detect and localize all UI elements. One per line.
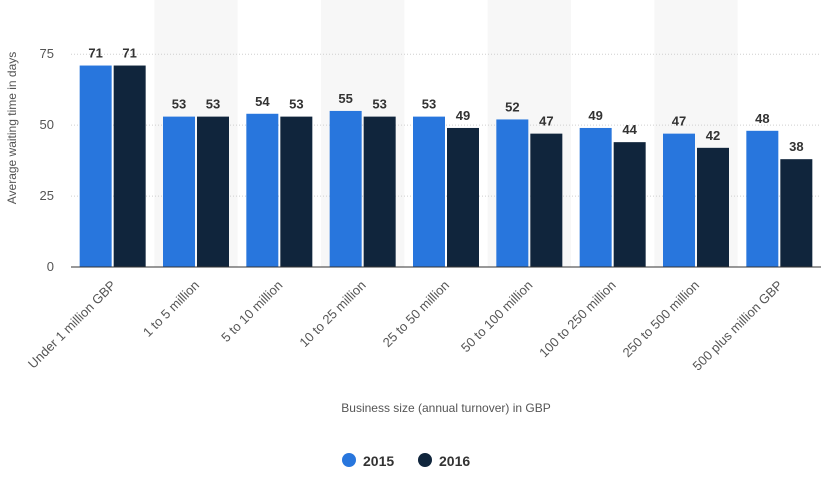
data-label: 38 bbox=[789, 139, 803, 154]
data-label: 52 bbox=[505, 99, 519, 114]
data-label: 55 bbox=[338, 91, 352, 106]
x-category-label: 50 to 100 million bbox=[458, 278, 536, 356]
y-tick-label: 50 bbox=[40, 117, 54, 132]
legend-marker-2016[interactable] bbox=[418, 453, 432, 467]
bar-2015[interactable] bbox=[79, 65, 112, 267]
legend-marker-2015[interactable] bbox=[342, 453, 356, 467]
bar-2015[interactable] bbox=[413, 116, 445, 267]
legend-label-2016[interactable]: 2016 bbox=[439, 453, 470, 469]
x-category-label: 1 to 5 million bbox=[140, 278, 202, 340]
data-label: 47 bbox=[672, 114, 686, 129]
data-label: 53 bbox=[372, 97, 386, 112]
y-tick-label: 25 bbox=[40, 188, 54, 203]
data-label: 53 bbox=[422, 97, 436, 112]
x-axis-title: Business size (annual turnover) in GBP bbox=[341, 401, 550, 415]
data-label: 53 bbox=[172, 97, 186, 112]
data-label: 47 bbox=[539, 114, 553, 129]
y-axis-title: Average waiting time in days bbox=[5, 52, 19, 205]
data-labels: 71 71 53 53 54 53 55 53 53 49 52 47 49 44 47 42 48 38 bbox=[88, 46, 803, 155]
gridlines bbox=[71, 53, 821, 197]
bar-2016[interactable] bbox=[613, 142, 646, 267]
data-label: 49 bbox=[588, 108, 602, 123]
y-tick-label: 75 bbox=[40, 46, 54, 61]
bar-2016[interactable] bbox=[780, 159, 813, 267]
alternate-column-bands bbox=[154, 0, 738, 267]
x-category-label: 500 plus million GBP bbox=[690, 278, 786, 374]
x-category-label: 100 to 250 million bbox=[536, 278, 619, 361]
bar-2016[interactable] bbox=[113, 65, 146, 267]
bars bbox=[79, 65, 813, 268]
bar-2016[interactable] bbox=[697, 147, 729, 267]
x-category-label: 10 to 25 million bbox=[296, 278, 368, 350]
bar-2015[interactable] bbox=[246, 113, 279, 268]
bar-2016[interactable] bbox=[363, 116, 396, 267]
data-label: 53 bbox=[206, 97, 220, 112]
legend: 2015 2016 bbox=[342, 453, 470, 469]
bar-2016[interactable] bbox=[447, 127, 479, 268]
x-category-label: 250 to 500 million bbox=[619, 278, 702, 361]
bar-2016[interactable] bbox=[197, 116, 229, 267]
y-tick-label: 0 bbox=[47, 259, 54, 274]
bar-2015[interactable] bbox=[746, 130, 779, 267]
bar-2015[interactable] bbox=[579, 127, 612, 268]
data-label: 71 bbox=[88, 46, 102, 61]
bar-2016[interactable] bbox=[530, 133, 563, 267]
data-label: 71 bbox=[122, 46, 136, 61]
data-label: 42 bbox=[706, 128, 720, 143]
data-label: 54 bbox=[255, 94, 270, 109]
data-label: 48 bbox=[755, 111, 769, 126]
data-label: 44 bbox=[622, 122, 637, 137]
bar-2015[interactable] bbox=[163, 116, 195, 267]
x-axis-category-labels: Under 1 million GBP 1 to 5 million 5 to 10… bbox=[25, 278, 786, 374]
bar-2015[interactable] bbox=[663, 133, 695, 267]
x-category-label: Under 1 million GBP bbox=[25, 278, 119, 372]
data-label: 53 bbox=[289, 97, 303, 112]
y-axis-ticks: 0 25 50 75 bbox=[40, 46, 54, 274]
bar-2016[interactable] bbox=[280, 116, 313, 267]
x-category-label: 5 to 10 million bbox=[218, 278, 285, 345]
x-category-label: 25 to 50 million bbox=[380, 278, 452, 350]
bar-2015[interactable] bbox=[496, 119, 529, 267]
data-label: 49 bbox=[456, 108, 470, 123]
bar-2015[interactable] bbox=[329, 110, 362, 267]
legend-label-2015[interactable]: 2015 bbox=[363, 453, 394, 469]
